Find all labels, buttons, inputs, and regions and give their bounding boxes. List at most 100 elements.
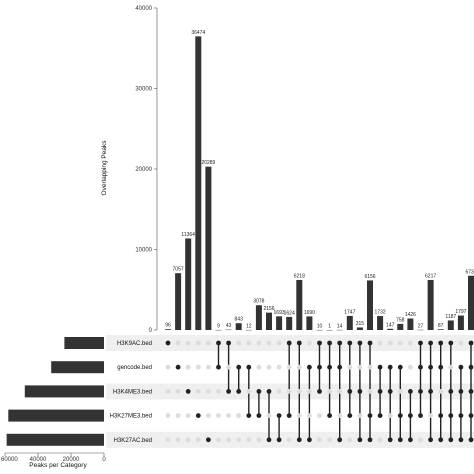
intersection-bar [235,323,242,330]
matrix-dot-empty [276,340,282,346]
matrix-dot-filled [438,437,444,443]
matrix-dot-filled [458,364,464,370]
intersection-bar-label: 1747 [344,309,355,315]
matrix-dot-filled [357,389,363,394]
matrix-dot-empty [165,364,171,370]
matrix-dot-empty [448,364,454,370]
intersection-bar-label: 1624 [284,310,295,316]
intersection-bar-label: 96 [165,323,171,329]
intersection-bar-label: 27 [418,323,424,329]
matrix-dot-empty [458,340,464,346]
matrix-dot-empty [307,389,312,394]
matrix-dot-filled [397,437,403,443]
matrix-dot-filled [296,340,302,346]
matrix-dot-empty [286,364,292,370]
matrix-dot-filled [428,364,433,370]
matrix-dot-empty [286,389,292,394]
intersection-bar-label: 147 [386,322,395,328]
matrix-dot-empty [256,340,262,346]
set-size-bars [6,337,104,446]
set-label: H3K9AC.bed [117,341,152,347]
matrix-dot-filled [408,437,413,443]
intersection-bar [367,280,373,330]
intersection-bar [427,279,434,330]
intersection-bar [255,305,262,330]
matrix-dot-filled [286,340,292,346]
matrix-dot-empty [246,389,252,394]
intersection-bar-label: 1797 [455,309,466,315]
matrix-dot-empty [195,389,201,394]
intersection-bar [185,238,192,330]
intersection-bar [397,323,404,330]
matrix-dot-empty [428,413,433,418]
set-label: gencode.bed [117,365,152,371]
matrix-dot-filled [276,413,282,418]
matrix-dot-empty [397,389,403,394]
set-size-bar [6,433,104,446]
matrix-dot-filled [397,364,403,370]
intersection-bar-label: 1 [328,323,331,329]
intersection-bar [346,315,353,330]
matrix-dot-filled [206,437,211,443]
matrix-dot-filled [347,340,353,346]
matrix-dot-filled [226,340,232,346]
matrix-dot-filled [468,413,474,418]
matrix-dot-empty [296,413,302,418]
matrix-dot-empty [216,437,221,443]
set-labels: H3K9AC.bed gencode.bed H3K4ME3.bed H3K27ME3… [110,341,152,444]
matrix-dot-empty [397,340,403,346]
matrix-dot-filled [317,364,322,370]
matrix-dot-empty [195,364,201,370]
matrix-dot-filled [216,364,221,370]
matrix-dot-filled [226,389,232,394]
matrix-dot-empty [206,389,211,394]
matrix-dot-empty [175,389,181,394]
matrix-dot-filled [347,389,353,394]
intersection-bar [276,316,283,330]
matrix-dot-empty [357,364,363,370]
matrix-dot-filled [256,389,262,394]
matrix-dot-filled [438,364,444,370]
matrix-dot-filled [448,437,454,443]
set-axis-tick-label: 0 [102,457,106,463]
matrix-dot-filled [246,364,252,370]
matrix-dot-empty [226,413,232,418]
y-axis-title: Overlapping Peaks [101,140,108,196]
matrix-dot-empty [226,437,232,443]
matrix-dot-empty [387,340,393,346]
intersection-bar-label: 14 [337,323,343,329]
matrix-dot-filled [347,413,353,418]
matrix-dot-empty [347,437,353,443]
set-axis-tick-label: 60000 [1,457,18,463]
matrix-dot-filled [448,389,454,394]
intersection-bar-label: 10 [317,323,323,329]
matrix-dot-filled [175,364,181,370]
matrix-dot-filled [317,340,322,346]
matrix-dot-filled [418,364,423,370]
matrix-dot-empty [408,340,413,346]
matrix-dot-empty [387,413,393,418]
set-axis-title: Peaks per Category [29,462,87,469]
matrix-dot-filled [458,389,464,394]
set-size-bar [24,385,104,398]
intersection-bar [457,315,464,330]
intersection-bar-label: 12 [246,323,252,329]
matrix-dot-empty [216,389,221,394]
matrix-dot-filled [337,364,343,370]
intersection-bar-label: 843 [235,317,244,323]
y-axis: 0 10000 20000 30000 40000 [135,6,158,334]
matrix-dot-empty [165,389,171,394]
matrix-dot-filled [458,413,464,418]
matrix-dot-filled [377,413,383,418]
intersection-bar-label: 6218 [294,273,305,279]
matrix-dot-filled [438,340,444,346]
intersection-bar [266,312,272,330]
matrix-dot-empty [276,364,282,370]
intersection-bar-label: 20289 [201,160,215,166]
matrix-dot-empty [206,413,211,418]
matrix-dot-filled [448,340,454,346]
intersection-bar-label: 758 [396,317,405,323]
intersection-bar-label: 2156 [263,306,274,312]
matrix-dot-filled [408,389,413,394]
